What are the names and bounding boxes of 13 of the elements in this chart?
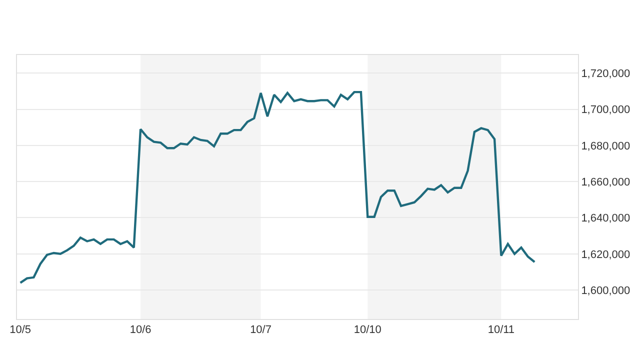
y-tick-label: 1,720,000	[581, 68, 630, 80]
line-series	[19, 90, 536, 284]
y-tick-label: 1,600,000	[581, 284, 630, 297]
y-tick-label: 1,640,000	[581, 212, 630, 225]
y-tick-label: 1,680,000	[581, 140, 630, 152]
x-tick-label: 10/5	[10, 324, 32, 336]
x-tick-label: 10/10	[354, 324, 382, 336]
x-tick-label: 10/11	[488, 324, 515, 336]
y-tick-label: 1,620,000	[581, 248, 630, 261]
y-tick-label: 1,700,000	[581, 104, 630, 116]
y-tick-label: 1,660,000	[581, 176, 630, 188]
x-tick-label: 10/6	[130, 324, 152, 336]
x-tick-label: 10/7	[250, 324, 272, 336]
